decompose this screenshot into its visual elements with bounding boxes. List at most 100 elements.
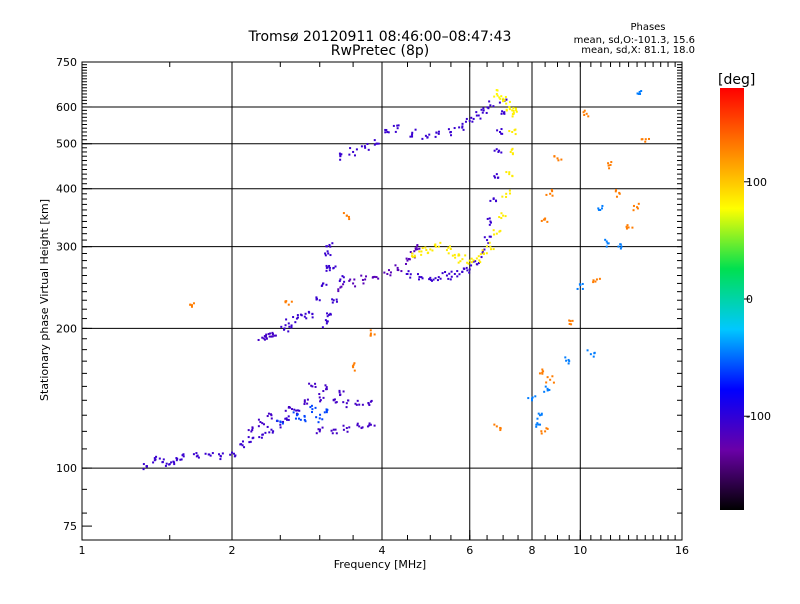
data-point <box>619 247 622 250</box>
data-point <box>497 176 500 179</box>
data-point <box>595 278 598 281</box>
y-tick-label: 300 <box>56 241 77 254</box>
data-point <box>499 229 502 232</box>
data-point <box>324 384 327 387</box>
chart-subtitle: RwPretec (8p) <box>331 43 429 59</box>
data-point <box>328 264 331 267</box>
data-point <box>447 246 450 249</box>
data-point <box>449 245 452 248</box>
y-axis-label: Stationary phase Virtual Height [km] <box>38 199 51 401</box>
data-point <box>322 282 325 285</box>
data-point <box>349 278 352 281</box>
data-point <box>348 279 351 282</box>
data-point <box>498 216 501 219</box>
data-point <box>511 153 514 156</box>
data-point <box>264 431 267 434</box>
data-point <box>182 455 185 458</box>
data-point <box>411 133 414 136</box>
data-point <box>396 266 399 269</box>
data-point <box>258 436 261 439</box>
data-point <box>180 458 183 461</box>
data-point <box>488 241 491 244</box>
data-point <box>331 301 334 304</box>
data-point <box>326 250 329 253</box>
data-point <box>394 130 397 133</box>
data-point <box>546 387 549 390</box>
data-point <box>296 316 299 319</box>
data-point <box>428 133 431 136</box>
data-point <box>338 389 341 392</box>
data-point <box>468 259 471 262</box>
data-point <box>638 90 641 93</box>
data-point <box>428 278 431 281</box>
data-point <box>550 188 553 191</box>
data-point <box>338 152 341 155</box>
data-point <box>304 420 307 423</box>
data-point <box>342 276 345 279</box>
data-point <box>310 404 313 407</box>
data-point <box>542 218 545 221</box>
data-point <box>421 137 424 140</box>
data-point <box>349 147 352 150</box>
data-point <box>632 209 635 212</box>
data-point <box>266 415 269 418</box>
data-point <box>389 271 392 274</box>
data-point <box>486 217 489 220</box>
data-point <box>267 412 270 415</box>
data-point <box>314 382 317 385</box>
data-point <box>512 111 515 114</box>
data-point <box>251 426 254 429</box>
data-point <box>608 167 611 170</box>
data-point <box>617 245 620 248</box>
data-point <box>234 454 237 457</box>
data-point <box>631 226 634 229</box>
data-point <box>173 461 176 464</box>
data-point <box>342 424 345 427</box>
data-point <box>375 142 378 145</box>
data-point <box>485 252 488 255</box>
data-point <box>324 252 327 255</box>
phases-box-title: Phases <box>630 22 665 33</box>
data-point <box>335 300 338 303</box>
data-point <box>241 440 244 443</box>
data-point <box>367 402 370 405</box>
data-point <box>527 397 530 400</box>
data-point <box>429 248 432 251</box>
data-point <box>294 417 297 420</box>
data-point <box>493 175 496 178</box>
data-point <box>459 260 462 263</box>
data-point <box>606 242 609 245</box>
data-point <box>496 89 499 92</box>
data-point <box>641 138 644 141</box>
data-point <box>640 90 643 93</box>
data-point <box>515 109 518 112</box>
x-tick-label: 16 <box>675 544 689 557</box>
data-point <box>409 251 412 254</box>
data-point <box>463 267 466 270</box>
data-point <box>248 441 251 444</box>
data-point <box>291 408 294 411</box>
data-point <box>387 131 390 134</box>
data-point <box>319 428 322 431</box>
data-point <box>279 423 282 426</box>
data-point <box>593 352 596 355</box>
data-point <box>192 302 195 305</box>
data-point <box>325 245 328 248</box>
data-point <box>625 227 628 230</box>
data-point <box>492 197 495 200</box>
data-point <box>182 453 185 456</box>
data-point <box>326 315 329 318</box>
data-point <box>508 100 511 103</box>
data-point <box>467 262 470 265</box>
data-point <box>311 385 314 388</box>
data-point <box>414 248 417 251</box>
data-point <box>488 217 491 220</box>
data-point <box>265 337 268 340</box>
data-point <box>308 311 311 314</box>
data-point <box>309 406 312 409</box>
data-point <box>397 269 400 272</box>
data-point <box>249 440 252 443</box>
data-point <box>366 425 369 428</box>
data-point <box>361 278 364 281</box>
data-point <box>311 316 314 319</box>
